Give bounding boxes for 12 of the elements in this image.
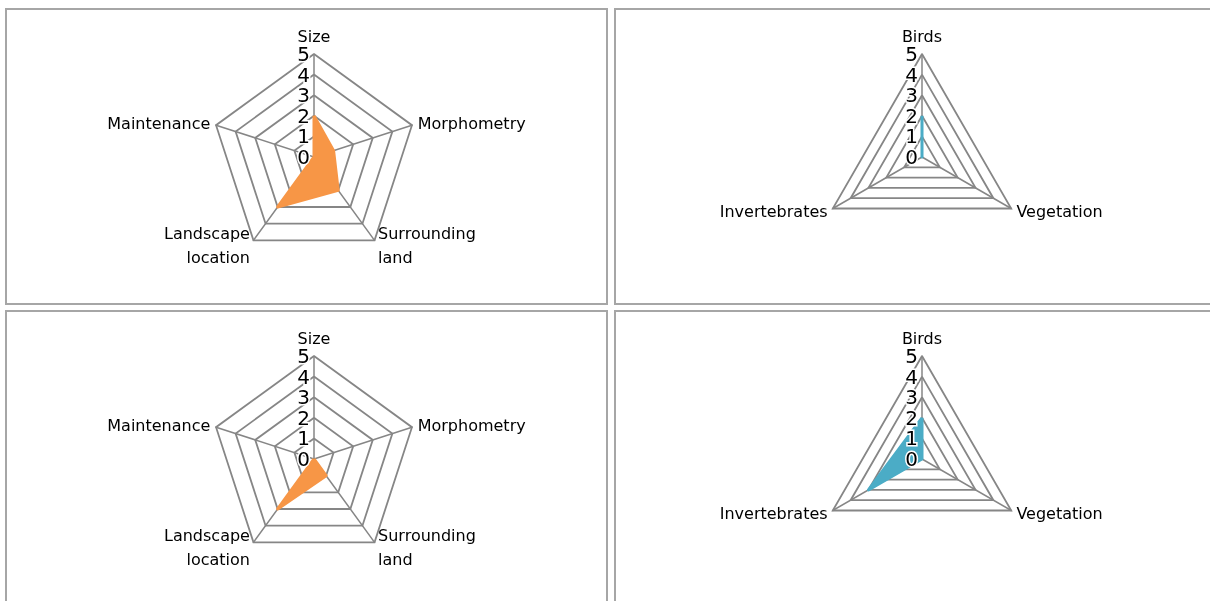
- spoke-label: Surrounding land: [378, 223, 476, 267]
- spoke-label: Landscape location: [163, 223, 250, 267]
- spoke-label: Invertebrates: [719, 202, 828, 221]
- spoke-label: Maintenance: [107, 415, 211, 435]
- spoke-label: Morphometry: [417, 415, 526, 435]
- spoke-label: Invertebrates: [719, 504, 828, 523]
- spoke-label: Surrounding land: [378, 525, 476, 569]
- spoke-label: Morphometry: [417, 113, 526, 133]
- spoke-label: Vegetation: [1016, 504, 1103, 523]
- spoke-label: Vegetation: [1016, 202, 1103, 221]
- spoke-label: Maintenance: [107, 113, 211, 133]
- spoke-label: Landscape location: [163, 525, 250, 569]
